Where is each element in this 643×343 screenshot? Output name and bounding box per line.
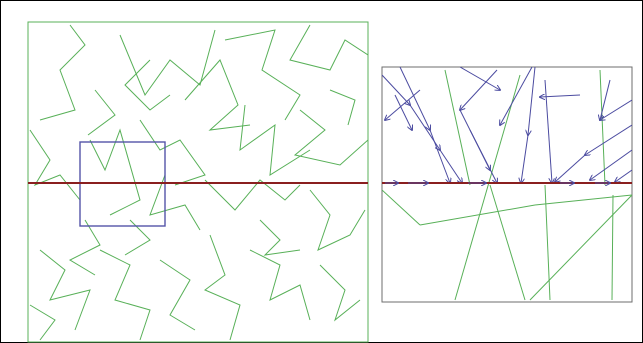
zoom-panel	[381, 66, 633, 303]
walk-edge	[224, 29, 301, 121]
walk-edge	[544, 184, 551, 301]
walk-edge	[99, 249, 151, 341]
arrow-edge	[469, 129, 497, 183]
walk-edge	[39, 249, 91, 331]
walk-edge	[293, 109, 368, 166]
arrow-edge	[615, 169, 632, 182]
walk-edge	[309, 189, 366, 251]
overview-random-walk-edges	[29, 24, 368, 341]
arrow-edge	[600, 79, 611, 120]
arrow-edge	[385, 89, 421, 120]
arrow-edge	[394, 94, 412, 130]
walk-edge	[382, 189, 421, 226]
walk-edge	[259, 219, 301, 256]
walk-edge	[29, 304, 56, 341]
walk-edge	[289, 24, 368, 71]
walk-edge	[39, 24, 86, 121]
zoom-green-edges	[382, 69, 632, 301]
arrow-edge	[382, 74, 410, 105]
walk-edge	[319, 264, 361, 322]
arrow-edge	[590, 149, 632, 180]
walk-edge	[534, 194, 632, 206]
walk-edge	[611, 194, 614, 301]
arrow-edge	[555, 154, 586, 182]
walk-edge	[454, 74, 521, 301]
arrow-edge	[585, 124, 632, 155]
walk-edge	[159, 259, 196, 331]
overview-panel	[27, 21, 369, 343]
walk-edge	[329, 89, 356, 126]
arrow-edge	[528, 67, 536, 135]
walk-edge	[124, 59, 171, 111]
arrow-edge	[459, 67, 500, 90]
walk-edge	[87, 89, 116, 136]
walk-edge	[89, 128, 141, 216]
zoom-arrow-edges	[382, 67, 632, 183]
zoom-border	[381, 66, 633, 303]
arrow-edge	[429, 129, 450, 183]
walk-edge	[599, 69, 606, 186]
walk-edge	[489, 184, 526, 301]
walk-edge	[239, 104, 311, 176]
walk-edge	[529, 194, 632, 301]
walk-edge	[68, 219, 101, 276]
arrow-edge	[540, 95, 581, 97]
walk-edge	[119, 29, 216, 97]
arrow-edge	[600, 99, 632, 120]
walk-edge	[444, 69, 471, 186]
walk-edge	[204, 179, 301, 211]
walk-edge	[149, 174, 201, 231]
arrow-edge	[500, 67, 533, 125]
arrow-edge	[460, 69, 498, 110]
arrow-edge	[544, 79, 552, 183]
arrow-edge	[521, 134, 529, 183]
walk-edge	[184, 59, 251, 131]
arrow-edge	[399, 67, 430, 130]
walk-edge	[249, 249, 311, 321]
walk-edge	[419, 204, 536, 226]
walk-edge	[204, 234, 241, 341]
arrow-edge	[439, 149, 462, 183]
walk-edge	[139, 119, 206, 186]
